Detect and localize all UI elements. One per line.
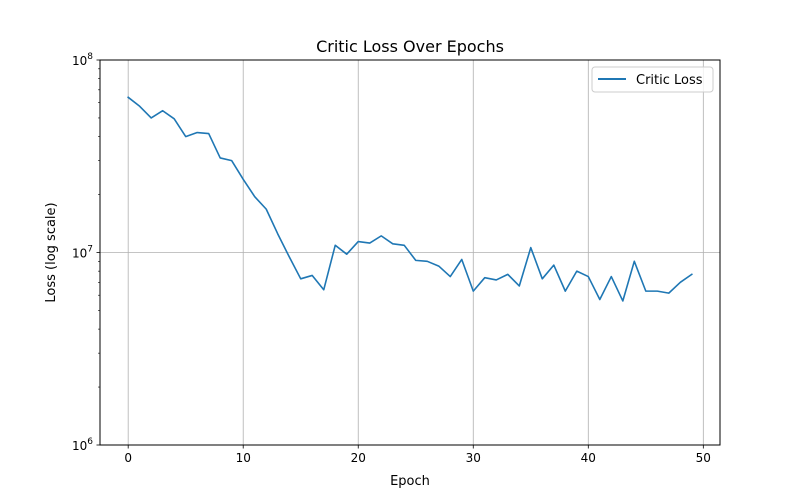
legend: Critic Loss [591,66,714,93]
y-tick-label: 108 [72,52,93,68]
x-tick-label: 0 [124,451,132,465]
x-axis-label: Epoch [390,474,430,489]
axis-ticks: 0 10 20 30 40 50 106 107 108 [72,52,711,465]
x-tick-label: 20 [351,451,366,465]
x-tick-label: 40 [581,451,596,465]
series-line-0 [127,96,693,302]
series-lines [127,96,693,302]
x-tick-label: 50 [696,451,711,465]
chart-title: Critic Loss Over Epochs [316,37,504,56]
x-tick-label: 10 [236,451,251,465]
legend-label: Critic Loss [636,73,703,88]
y-tick-label: 107 [72,245,93,261]
y-axis-label: Loss (log scale) [44,202,59,302]
x-tick-label: 30 [466,451,481,465]
y-tick-label: 106 [72,437,93,453]
legend-box [591,66,714,93]
